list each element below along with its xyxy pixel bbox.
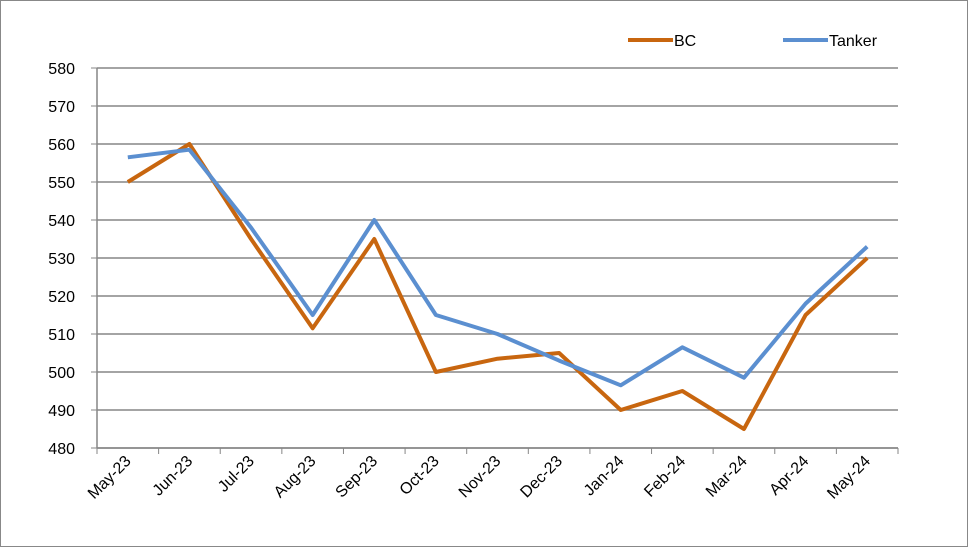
y-tick-label: 560: [48, 137, 75, 154]
series-line: [127, 147, 869, 388]
y-tick-label: 550: [48, 175, 75, 192]
y-tick-label: 500: [48, 365, 75, 382]
y-tick-label: 540: [48, 213, 75, 230]
legend-label: BC: [674, 33, 696, 50]
y-tick-label: 520: [48, 289, 75, 306]
y-tick-label: 510: [48, 327, 75, 344]
y-tick-label: 480: [48, 441, 75, 458]
y-tick-label: 570: [48, 99, 75, 116]
legend-label: Tanker: [829, 33, 878, 50]
y-tick-label: 580: [48, 61, 75, 78]
y-tick-label: 490: [48, 403, 75, 420]
series-line: [126, 142, 869, 431]
y-tick-label: 530: [48, 251, 75, 268]
